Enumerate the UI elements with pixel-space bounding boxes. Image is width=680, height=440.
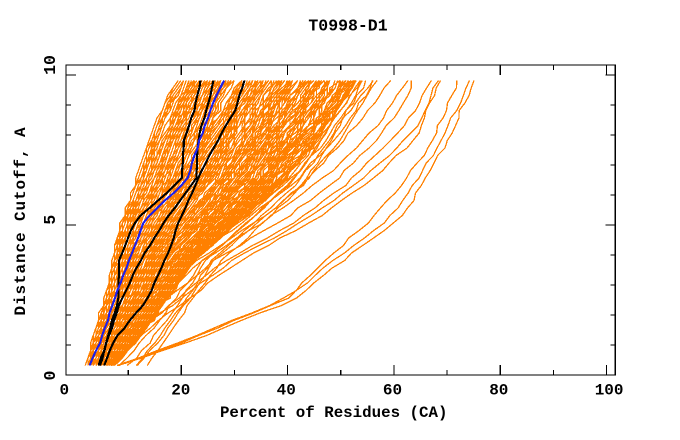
svg-text:60: 60 [383,382,402,400]
svg-text:10: 10 [41,55,60,75]
svg-text:Percent of Residues (CA): Percent of Residues (CA) [220,404,448,422]
svg-text:5: 5 [41,215,60,225]
svg-text:T0998-D1: T0998-D1 [308,17,387,36]
svg-text:80: 80 [489,382,508,400]
svg-text:0: 0 [41,371,60,381]
svg-text:100: 100 [595,382,624,400]
svg-text:20: 20 [171,382,190,400]
svg-text:Distance Cutoff, A: Distance Cutoff, A [12,126,30,315]
svg-text:40: 40 [277,382,296,400]
svg-text:0: 0 [59,382,69,400]
